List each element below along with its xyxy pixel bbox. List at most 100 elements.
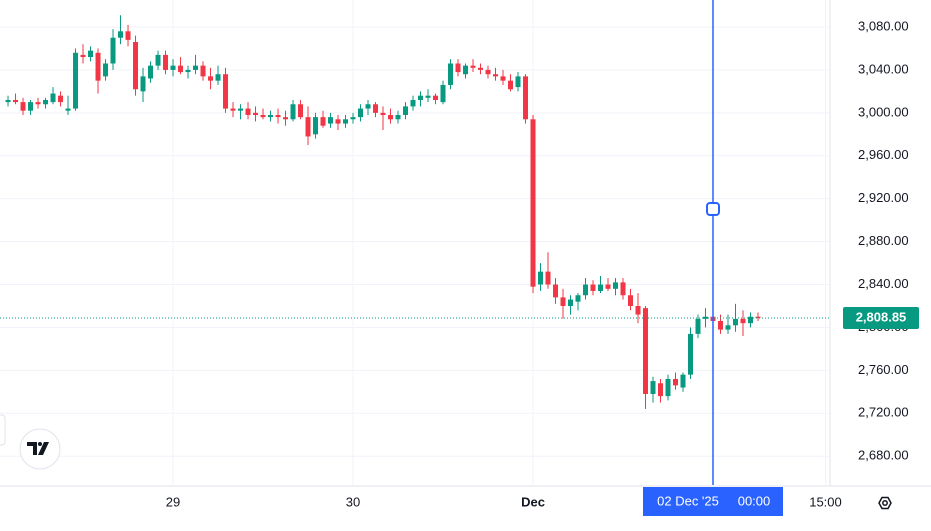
candle-body: [350, 117, 356, 120]
y-tick-label: 2,920.00: [858, 190, 909, 205]
candle-body: [568, 299, 574, 306]
candle-body: [110, 37, 116, 64]
candle-body: [403, 106, 409, 115]
candle-body: [28, 102, 34, 111]
candle-body: [13, 99, 19, 103]
crosshair-time-box: [643, 487, 784, 516]
crosshair-date: 02 Dec '25: [657, 493, 719, 508]
candle-body: [680, 374, 686, 388]
candle-body: [208, 76, 214, 81]
candle-body: [523, 76, 529, 120]
candle-body: [448, 63, 454, 85]
candle-body: [253, 112, 259, 115]
candle-body: [185, 69, 191, 73]
candle-body: [560, 297, 566, 306]
candle-body: [635, 305, 641, 315]
candle-body: [605, 284, 611, 289]
candle-body: [193, 65, 199, 70]
candle-body: [613, 282, 619, 289]
candle-body: [133, 42, 139, 90]
candle-body: [80, 54, 86, 58]
candle-body: [433, 95, 439, 100]
candle-body: [260, 114, 266, 118]
candle-body: [343, 119, 349, 124]
candle-body: [140, 76, 146, 92]
candle-body: [530, 119, 536, 287]
candle-body: [163, 54, 169, 70]
candle-body: [590, 284, 596, 291]
candle-body: [688, 333, 694, 375]
candle-body: [463, 65, 469, 75]
crosshair-handle: [706, 202, 721, 216]
candle-body: [418, 95, 424, 100]
candle-body: [620, 282, 626, 296]
candle-body: [65, 108, 71, 111]
settings-icon[interactable]: [878, 496, 892, 510]
candle-body: [358, 108, 364, 118]
candle-body: [50, 93, 56, 103]
candle-body: [313, 117, 319, 135]
candle-body: [440, 84, 446, 103]
candle-body: [575, 295, 581, 302]
candle-body: [733, 318, 739, 326]
candle-body: [508, 80, 514, 90]
candle-body: [755, 316, 761, 318]
candle-body: [58, 95, 64, 103]
candle-body: [305, 117, 311, 137]
candle-body: [365, 104, 371, 109]
candle-body: [20, 102, 26, 111]
candle-body: [268, 114, 274, 118]
grid: [0, 0, 830, 485]
candle-body: [718, 321, 724, 330]
candle-body: [538, 271, 544, 285]
candle-body: [740, 318, 746, 324]
y-tick-label: 3,080.00: [858, 18, 909, 33]
candle-body: [35, 102, 41, 105]
y-tick-label: 2,880.00: [858, 233, 909, 248]
candle-body: [335, 119, 341, 124]
candle-body: [628, 295, 634, 306]
candle-body: [470, 65, 476, 68]
candle-body: [388, 114, 394, 120]
candle-body: [200, 65, 206, 77]
x-tick-label: Dec: [521, 494, 545, 509]
last-price-label: 2,808.85: [856, 309, 907, 324]
candle-body: [148, 65, 154, 79]
x-tick-label: 30: [346, 494, 360, 509]
candle-body: [73, 52, 79, 109]
candle-body: [748, 316, 754, 324]
candle-body: [223, 74, 229, 109]
candle-body: [500, 76, 506, 81]
candle-body: [95, 52, 101, 81]
candle-body: [650, 381, 656, 394]
candle-body: [238, 108, 244, 111]
candle-body: [373, 104, 379, 113]
candle-body: [410, 99, 416, 107]
candle-body: [125, 31, 131, 40]
candle-body: [88, 50, 94, 58]
candle-body: [5, 99, 11, 103]
candle-body: [725, 325, 731, 330]
candle-body: [665, 378, 671, 397]
y-tick-label: 3,000.00: [858, 104, 909, 119]
candle-body: [245, 108, 251, 115]
candle-body: [583, 284, 589, 296]
candle-body: [290, 104, 296, 120]
candle-body: [283, 117, 289, 120]
axes: 2,680.002,720.002,760.002,800.002,840.00…: [166, 18, 919, 509]
candle-body: [118, 31, 124, 38]
side-tab[interactable]: [0, 414, 6, 446]
candles: [0, 15, 830, 409]
last-price-box: [843, 306, 919, 329]
candle-body: [515, 76, 521, 88]
y-tick-label: 2,760.00: [858, 362, 909, 377]
candle-body: [328, 117, 334, 124]
crosshair-time: 00:00: [738, 493, 771, 508]
x-tick-label: 15:00: [809, 494, 842, 509]
candle-body: [380, 112, 386, 115]
candle-body: [320, 117, 326, 126]
candle-body: [155, 54, 161, 66]
candle-body: [298, 104, 304, 118]
candle-body: [493, 74, 499, 77]
